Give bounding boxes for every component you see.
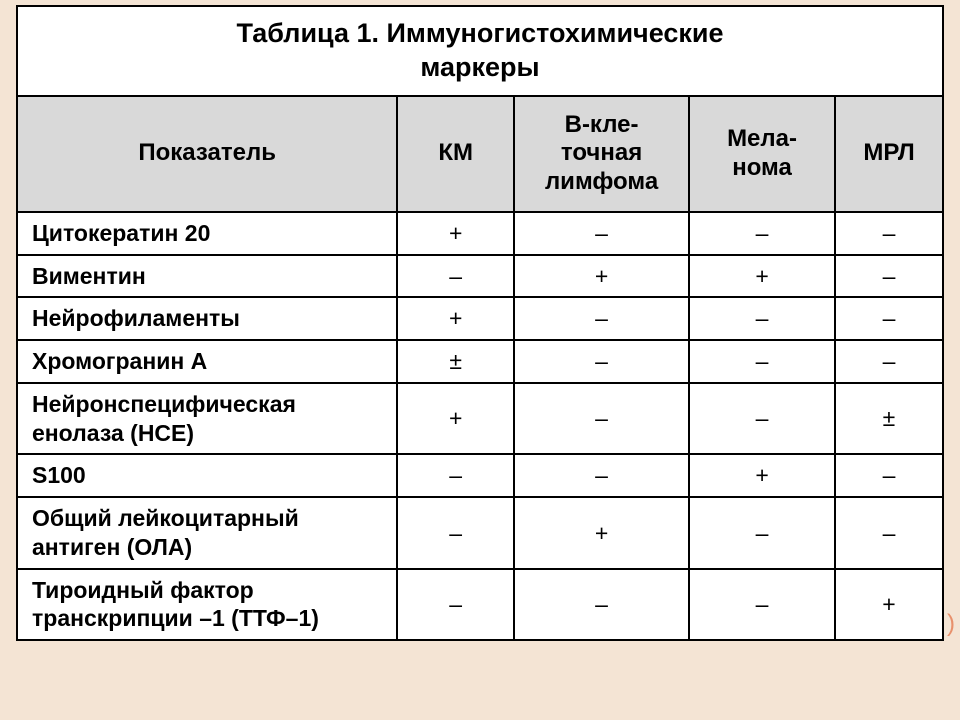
row-value: – [397,569,514,640]
table-row: Хромогранин А±––– [18,340,942,383]
row-value: + [397,383,514,455]
row-value: + [835,569,942,640]
table-title: Таблица 1. Иммуногистохимические маркеры [18,7,942,97]
row-value: – [514,212,689,255]
title-line-2: маркеры [420,52,539,82]
header-row: Показатель КМ В-кле-точнаялимфома Мела-н… [18,97,942,212]
row-value: – [689,569,835,640]
col-header-melanoma: Мела-нома [689,97,835,212]
table-row: Общий лейкоцитарныйантиген (ОЛА)–+–– [18,497,942,569]
row-label: Нейронспецифическаяенолаза (НСЕ) [18,383,397,455]
row-value: – [514,569,689,640]
row-label: Виментин [18,255,397,298]
row-value: – [835,255,942,298]
row-value: – [835,212,942,255]
row-label: Цитокератин 20 [18,212,397,255]
row-value: + [689,255,835,298]
col-header-bcell-lymphoma: В-кле-точнаялимфома [514,97,689,212]
row-value: + [397,212,514,255]
row-value: – [689,297,835,340]
row-value: + [397,297,514,340]
row-value: – [835,497,942,569]
table-row: Нейронспецифическаяенолаза (НСЕ)+––± [18,383,942,455]
table-row: Нейрофиламенты+––– [18,297,942,340]
row-value: + [689,454,835,497]
row-value: – [514,297,689,340]
row-value: – [514,383,689,455]
row-value: – [397,454,514,497]
markers-table-container: Таблица 1. Иммуногистохимические маркеры… [16,5,944,641]
row-value: – [397,255,514,298]
table-row: Цитокератин 20+––– [18,212,942,255]
row-value: – [835,297,942,340]
row-value: – [835,454,942,497]
row-value: – [689,340,835,383]
markers-table: Показатель КМ В-кле-точнаялимфома Мела-н… [18,97,942,640]
row-value: ± [397,340,514,383]
col-header-mrl: МРЛ [835,97,942,212]
row-value: ± [835,383,942,455]
row-label: Хромогранин А [18,340,397,383]
col-header-indicator: Показатель [18,97,397,212]
row-label: Тироидный фактортранскрипции –1 (ТТФ–1) [18,569,397,640]
row-value: – [689,212,835,255]
row-value: – [514,454,689,497]
table-row: S100––+– [18,454,942,497]
row-value: – [689,497,835,569]
row-value: – [835,340,942,383]
table-row: Тироидный фактортранскрипции –1 (ТТФ–1)–… [18,569,942,640]
col-header-km: КМ [397,97,514,212]
row-label: Общий лейкоцитарныйантиген (ОЛА) [18,497,397,569]
row-value: + [514,497,689,569]
table-body: Цитокератин 20+–––Виментин–++–Нейрофилам… [18,212,942,639]
row-value: + [514,255,689,298]
table-row: Виментин–++– [18,255,942,298]
row-label: S100 [18,454,397,497]
slide-accent-icon: ) [947,610,955,638]
row-label: Нейрофиламенты [18,297,397,340]
row-value: – [397,497,514,569]
row-value: – [514,340,689,383]
row-value: – [689,383,835,455]
title-line-1: Таблица 1. Иммуногистохимические [236,18,723,48]
